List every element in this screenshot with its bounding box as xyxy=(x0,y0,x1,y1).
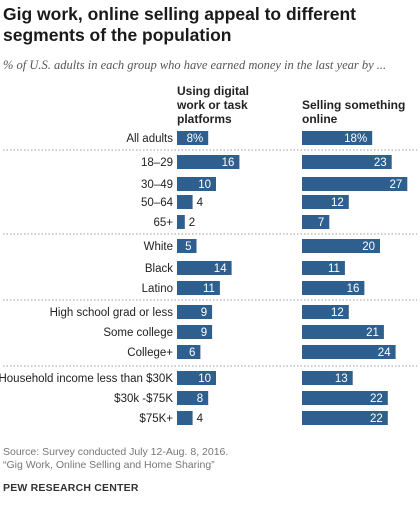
bar-digital-platforms xyxy=(177,371,216,385)
value-label: 20 xyxy=(362,241,375,253)
value-label: 6 xyxy=(189,347,195,359)
value-label: 18% xyxy=(344,133,367,145)
bar-digital-platforms xyxy=(177,155,240,169)
bar-selling-online xyxy=(302,345,396,359)
value-label: 22 xyxy=(370,413,383,425)
value-label: 23 xyxy=(374,157,387,169)
value-label: 8% xyxy=(187,133,204,145)
category-label: 18–29 xyxy=(141,157,173,169)
category-label: $75K+ xyxy=(139,413,173,425)
value-label: 8 xyxy=(197,393,203,405)
value-label: 4 xyxy=(197,197,204,209)
bar-digital-platforms xyxy=(177,281,220,295)
bar-selling-online xyxy=(302,371,353,385)
bar-selling-online xyxy=(302,391,388,405)
bar-selling-online xyxy=(302,215,330,229)
value-label: 9 xyxy=(201,307,207,319)
value-label: 12 xyxy=(331,197,344,209)
category-label: $30k -$75K xyxy=(114,393,173,405)
category-label: 30–49 xyxy=(141,179,173,191)
chart-subtitle: % of U.S. adults in each group who have … xyxy=(3,58,387,72)
source-line: Source: Survey conducted July 12-Aug. 8,… xyxy=(3,446,229,458)
category-label: All adults xyxy=(126,133,173,145)
bar-digital-platforms xyxy=(177,261,232,275)
category-label: 50–64 xyxy=(141,197,174,209)
value-label: 16 xyxy=(347,283,360,295)
bar-digital-platforms xyxy=(177,131,209,145)
bar-digital-platforms xyxy=(177,345,201,359)
value-label: 21 xyxy=(366,327,379,339)
value-label: 24 xyxy=(378,347,391,359)
bar-digital-platforms xyxy=(177,305,213,319)
bar-selling-online xyxy=(302,195,349,209)
bar-selling-online xyxy=(302,305,349,319)
bar-digital-platforms xyxy=(177,411,193,425)
value-label: 11 xyxy=(203,283,215,295)
bar-selling-online xyxy=(302,239,380,253)
value-label: 11 xyxy=(328,263,340,275)
chart-title: Gig work, online selling appeal to diffe… xyxy=(3,4,356,45)
column-header-selling-online: Selling something online xyxy=(302,98,406,126)
bar-selling-online xyxy=(302,281,365,295)
category-label: Latino xyxy=(142,283,173,295)
bar-digital-platforms xyxy=(177,215,185,229)
value-label: 10 xyxy=(198,373,211,385)
column-header-digital-platforms: Using digital work or task platforms xyxy=(177,84,249,126)
category-label: Some college xyxy=(103,327,173,339)
bar-selling-online xyxy=(302,131,373,145)
source-note: Source: Survey conducted July 12-Aug. 8,… xyxy=(3,446,228,472)
bar-digital-platforms xyxy=(177,239,197,253)
bar-selling-online xyxy=(302,411,388,425)
bar-digital-platforms xyxy=(177,391,209,405)
value-label: 22 xyxy=(370,393,383,405)
value-label: 10 xyxy=(198,179,211,191)
value-label: 9 xyxy=(201,327,207,339)
value-label: 5 xyxy=(185,241,191,253)
value-label: 12 xyxy=(331,307,344,319)
bar-selling-online xyxy=(302,155,392,169)
bar-selling-online xyxy=(302,177,408,191)
category-label: 65+ xyxy=(153,217,173,229)
bar-digital-platforms xyxy=(177,195,193,209)
category-label: High school grad or less xyxy=(50,307,174,319)
pew-logo-text: PEW RESEARCH CENTER xyxy=(3,482,139,494)
bar-selling-online xyxy=(302,261,345,275)
bar-digital-platforms xyxy=(177,177,216,191)
bar-digital-platforms xyxy=(177,325,213,339)
value-label: 4 xyxy=(197,413,204,425)
category-label: Black xyxy=(145,263,173,275)
value-label: 16 xyxy=(222,157,235,169)
value-label: 13 xyxy=(335,373,348,385)
bar-selling-online xyxy=(302,325,384,339)
value-label: 14 xyxy=(214,263,227,275)
value-label: 27 xyxy=(390,179,403,191)
value-label: 7 xyxy=(318,217,324,229)
category-label: White xyxy=(144,241,173,253)
report-title: “Gig Work, Online Selling and Home Shari… xyxy=(3,459,215,471)
category-label: Household income less than $30K xyxy=(0,373,173,385)
value-label: 2 xyxy=(189,217,195,229)
category-label: College+ xyxy=(127,347,173,359)
